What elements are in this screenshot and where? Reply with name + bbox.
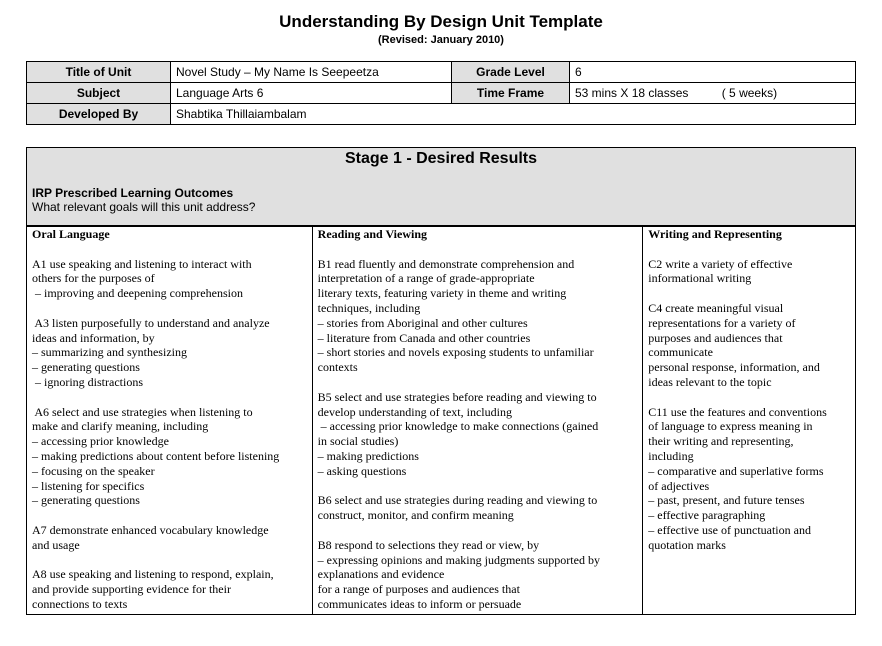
developer-value: Shabtika Thillaiambalam — [170, 103, 856, 125]
outcome-line: – accessing prior knowledge to make conn… — [317, 419, 599, 434]
outcome-line: B5 select and use strategies before read… — [317, 389, 597, 404]
outcome-line: – generating questions — [32, 360, 140, 375]
outcome-line: C2 write a variety of effective — [648, 256, 793, 271]
title-label: Title of Unit — [26, 61, 171, 83]
column-heading: Oral Language — [32, 227, 110, 241]
outcome-line: – literature from Canada and other count… — [317, 330, 531, 345]
outcome-line: – asking questions — [317, 463, 407, 478]
developer-label: Developed By — [26, 103, 171, 125]
outcome-line: – improving and deepening comprehension — [32, 286, 243, 301]
outcome-line: communicate — [648, 345, 713, 360]
column-heading: Writing and Representing — [648, 227, 782, 241]
outcome-line: – listening for specifics — [32, 478, 145, 493]
outcome-line: A6 select and use strategies when listen… — [32, 404, 253, 419]
outcome-line: – making predictions about content befor… — [32, 448, 280, 463]
stage-title: Stage 1 - Desired Results — [26, 147, 856, 188]
column-heading: Reading and Viewing — [317, 227, 428, 241]
outcome-columns: Oral Language A1 use speaking and listeni… — [26, 226, 856, 615]
outcome-line: – focusing on the speaker — [32, 463, 155, 478]
document-subtitle: (Revised: January 2010) — [378, 34, 504, 46]
outcome-line: informational writing — [648, 271, 752, 286]
outcome-line: connections to texts — [32, 596, 128, 611]
outcome-line: their writing and representing, — [648, 434, 794, 449]
column-writing-representing: Writing and Representing C2 write a varie… — [642, 227, 855, 614]
outcome-line: develop understanding of text, including — [317, 404, 512, 419]
outcome-line: for a range of purposes and audiences th… — [317, 582, 520, 597]
outcome-line: C4 create meaningful visual — [648, 300, 784, 315]
grade-label: Grade Level — [451, 61, 570, 83]
outcome-line — [32, 301, 307, 316]
outcome-line — [318, 479, 638, 494]
outcome-line: – summarizing and synthesizing — [32, 345, 187, 360]
outcome-line: – effective paragraphing — [648, 508, 766, 523]
outcome-line — [318, 523, 638, 538]
outcome-line — [32, 508, 307, 523]
outcome-line: interpretation of a range of grade-appro… — [317, 271, 535, 286]
outcome-line: A3 listen purposefully to understand and… — [32, 315, 270, 330]
outcome-line: communicates ideas to inform or persuade — [317, 596, 522, 611]
outcome-line: make and clarify meaning, including — [32, 419, 209, 434]
outcome-line — [32, 390, 307, 405]
outcome-line: and provide supporting evidence for thei… — [32, 582, 231, 597]
outcome-line: – making predictions — [317, 448, 419, 463]
outcome-line: representations for a variety of — [648, 315, 796, 330]
outcome-line — [32, 553, 307, 568]
column-oral-language: Oral Language A1 use speaking and listeni… — [27, 227, 312, 614]
irp-section: IRP Prescribed Learning Outcomes What re… — [26, 185, 856, 226]
outcome-line: C11 use the features and conventions — [648, 404, 827, 419]
outcome-line: – past, present, and future tenses — [648, 493, 805, 508]
outcome-line: B1 read fluently and demonstrate compreh… — [317, 256, 575, 271]
outcome-line — [648, 390, 850, 405]
outcome-line: construct, monitor, and confirm meaning — [317, 508, 514, 523]
outcome-line: – short stories and novels exposing stud… — [317, 345, 594, 360]
outcome-line: contexts — [317, 360, 358, 375]
outcome-line: – ignoring distractions — [32, 374, 143, 389]
irp-heading: IRP Prescribed Learning Outcomes — [32, 186, 234, 200]
outcome-line: personal response, information, and — [648, 360, 820, 375]
document-title: Understanding By Design Unit Template — [279, 12, 603, 31]
unit-info-table: Title of Unit Novel Study – My Name Is Se… — [26, 61, 856, 125]
outcome-line — [648, 286, 850, 301]
outcome-line: B8 respond to selections they read or vi… — [317, 537, 540, 552]
outcome-line: of language to express meaning in — [648, 419, 813, 434]
title-value: Novel Study – My Name Is Seepeetza — [170, 61, 452, 83]
subject-label: Subject — [26, 82, 171, 104]
outcome-line: – effective use of punctuation and — [648, 522, 811, 537]
outcome-line: – comparative and superlative forms — [648, 463, 824, 478]
outcome-line: A7 demonstrate enhanced vocabulary knowl… — [32, 522, 269, 537]
time-value: 53 mins X 18 classes ( 5 weeks) — [569, 82, 856, 104]
outcome-line: others for the purposes of — [32, 271, 155, 286]
column-reading-viewing: Reading and Viewing B1 read fluently and … — [311, 227, 643, 614]
grade-value: 6 — [569, 61, 856, 83]
outcome-line: ideas and information, by — [32, 330, 155, 345]
outcome-line: of adjectives — [648, 478, 710, 493]
outcome-line: and usage — [32, 537, 80, 552]
outcome-line: – expressing opinions and making judgmen… — [317, 552, 600, 567]
outcome-line: – stories from Aboriginal and other cult… — [317, 315, 528, 330]
irp-question: What relevant goals will this unit addre… — [32, 200, 256, 214]
subject-value: Language Arts 6 — [170, 82, 452, 104]
outcome-line: ideas relevant to the topic — [648, 374, 772, 389]
outcome-line: quotation marks — [648, 537, 726, 552]
outcome-line: A8 use speaking and listening to respond… — [32, 567, 274, 582]
outcome-line: – accessing prior knowledge — [32, 434, 169, 449]
outcome-line: including — [648, 448, 694, 463]
outcome-line: – generating questions — [32, 493, 140, 508]
outcome-line — [318, 375, 638, 390]
outcome-line: in social studies) — [317, 434, 399, 449]
outcome-line: techniques, including — [317, 300, 421, 315]
outcome-line: literary texts, featuring variety in the… — [317, 286, 567, 301]
outcome-line: purposes and audiences that — [648, 330, 783, 345]
time-label: Time Frame — [451, 82, 570, 104]
outcome-line: explanations and evidence — [317, 567, 445, 582]
outcome-line: B6 select and use strategies during read… — [317, 493, 598, 508]
outcome-line: A1 use speaking and listening to interac… — [32, 256, 252, 271]
